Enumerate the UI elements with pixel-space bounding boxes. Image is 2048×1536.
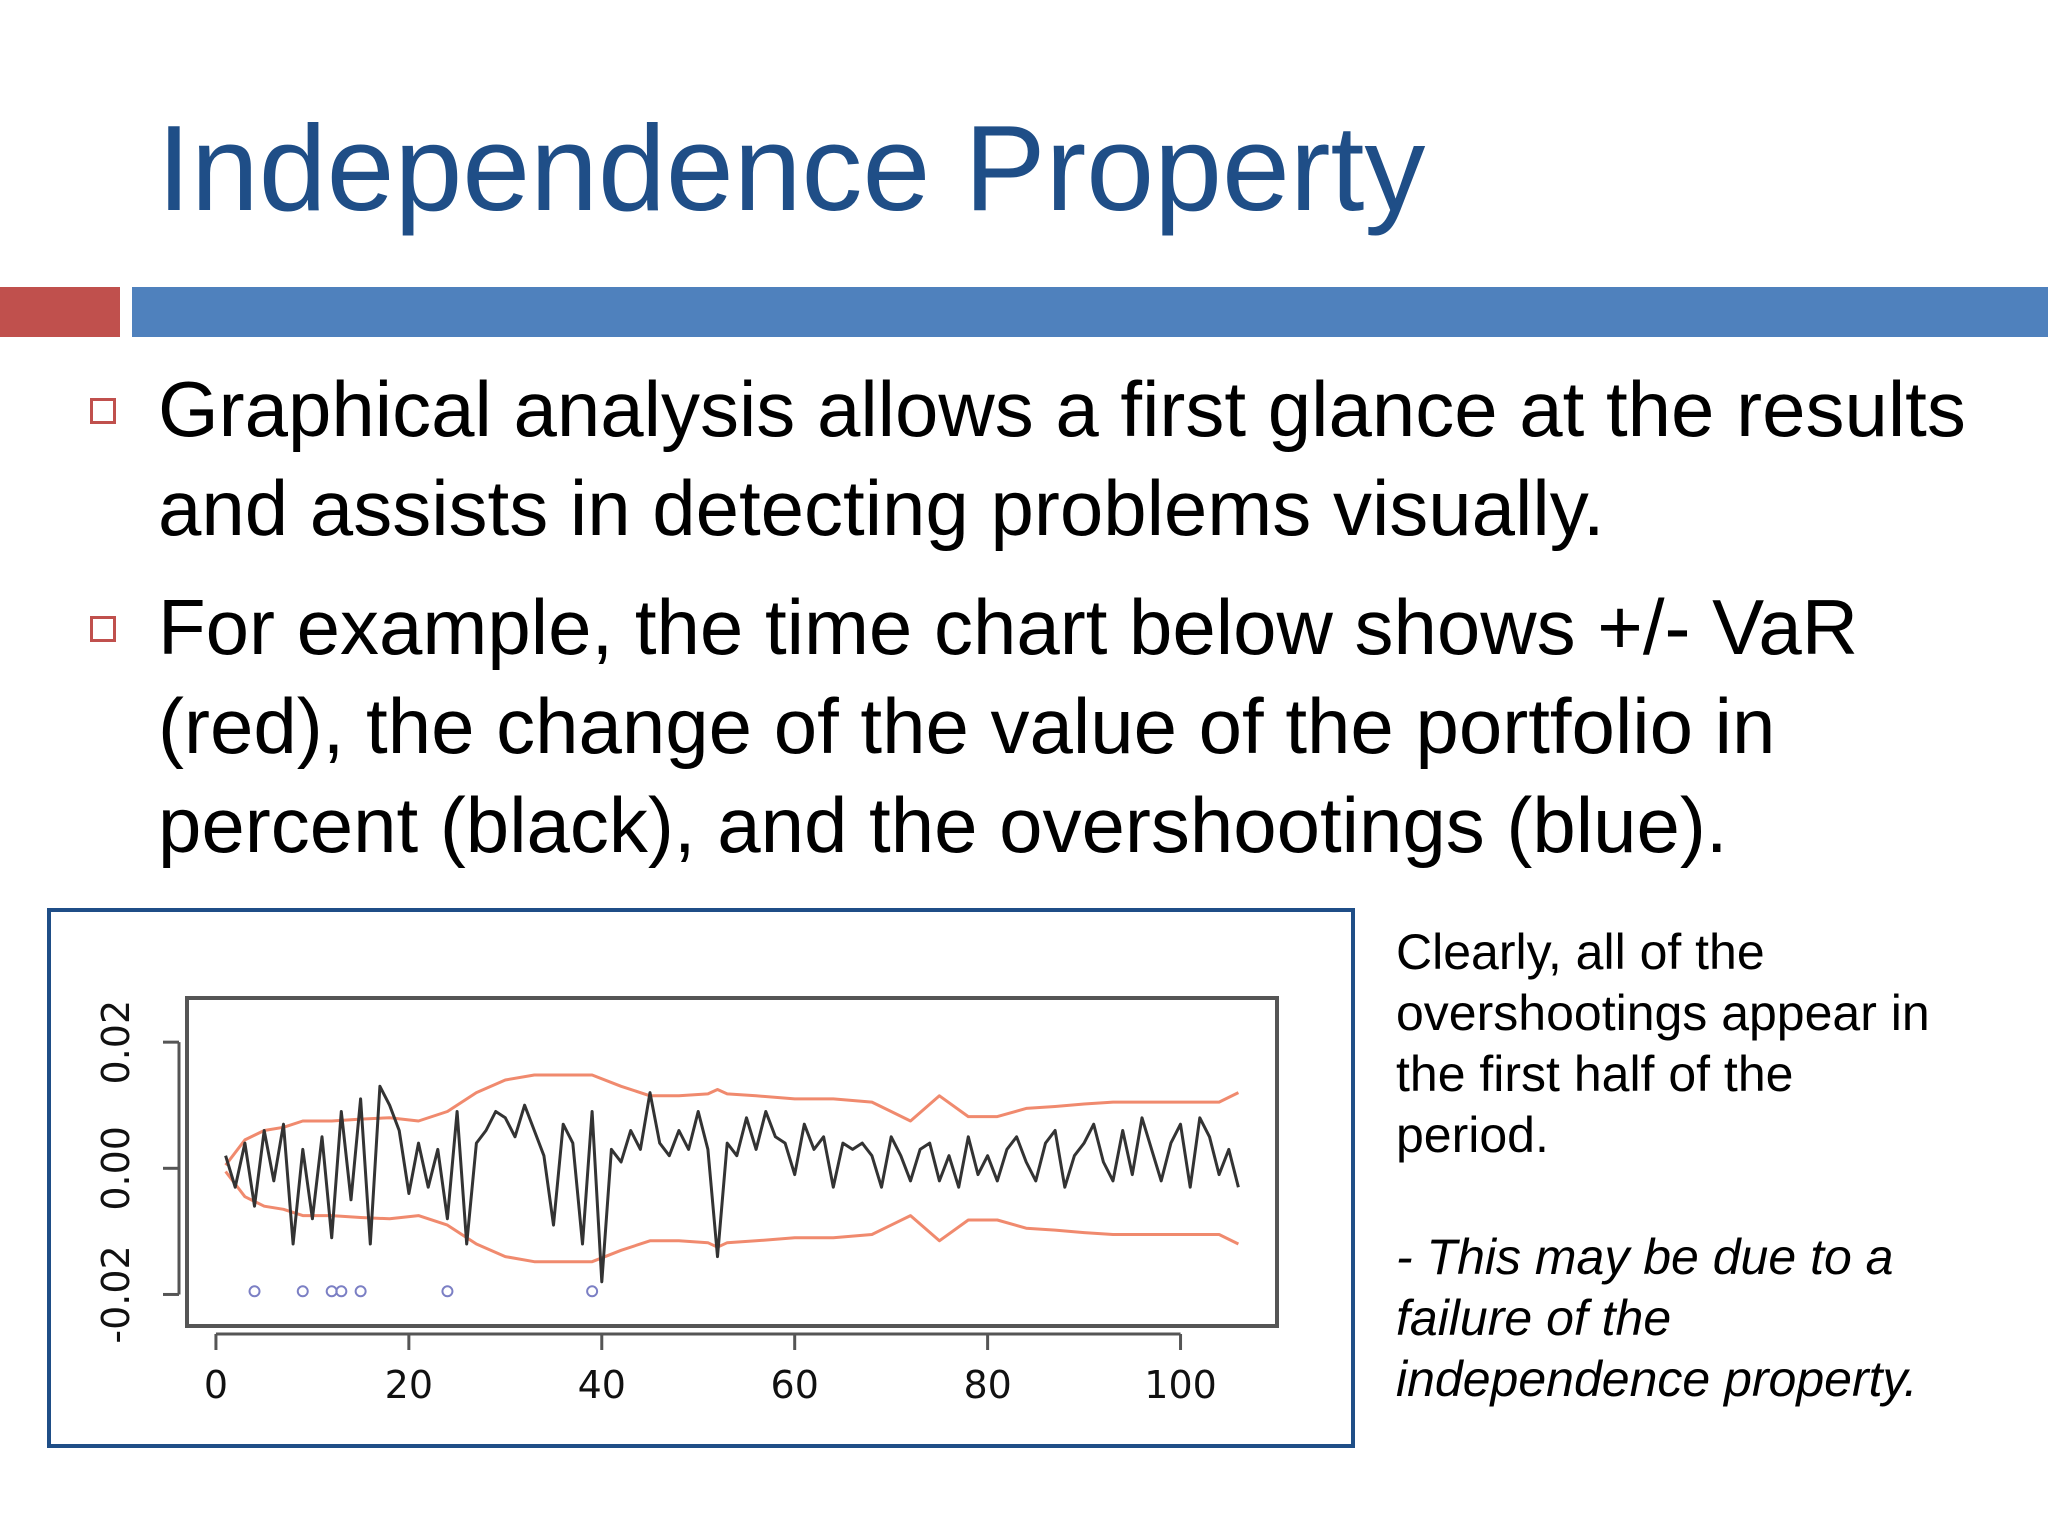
overshooting-point bbox=[335, 1285, 348, 1298]
overshooting-point bbox=[248, 1285, 261, 1298]
x-tick-label: 80 bbox=[963, 1363, 1011, 1407]
overshooting-point bbox=[354, 1285, 367, 1298]
x-tick-label: 40 bbox=[578, 1363, 626, 1407]
var-backtest-chart: 0 20 40 60 80 100 -0.02 0.00 0.02 bbox=[94, 996, 1279, 1407]
side-note-italic: - This may be due to a failure of the in… bbox=[1396, 1229, 1918, 1407]
y-tick-label: -0.02 bbox=[94, 1245, 138, 1343]
title-accent-blue-bar bbox=[132, 287, 2048, 337]
y-tick-label: 0.02 bbox=[94, 1000, 138, 1085]
plot-area-box bbox=[185, 996, 1279, 1328]
y-tick-label: 0.00 bbox=[94, 1126, 138, 1211]
x-tick-label: 20 bbox=[385, 1363, 433, 1407]
var-lower-line bbox=[224, 1170, 1240, 1264]
bullet-text: For example, the time chart below shows … bbox=[158, 583, 1859, 869]
page-title: Independence Property bbox=[157, 100, 1426, 236]
x-tick-label: 100 bbox=[1144, 1363, 1217, 1407]
x-tick-label: 0 bbox=[204, 1363, 228, 1407]
var-upper-line bbox=[224, 1073, 1240, 1167]
bullet-item: Graphical analysis allows a first glance… bbox=[80, 360, 2010, 558]
chart-frame: 0 20 40 60 80 100 -0.02 0.00 0.02 bbox=[47, 908, 1355, 1448]
bullet-item: For example, the time chart below shows … bbox=[80, 578, 2010, 875]
side-note: Clearly, all of the overshootings appear… bbox=[1396, 922, 2036, 1410]
overshooting-point bbox=[296, 1285, 309, 1298]
x-tick-label: 60 bbox=[771, 1363, 819, 1407]
overshooting-point bbox=[586, 1285, 599, 1298]
overshooting-point bbox=[441, 1285, 454, 1298]
overshooting-point bbox=[325, 1285, 338, 1298]
title-accent-red-bar bbox=[0, 287, 120, 337]
bullet-list: Graphical analysis allows a first glance… bbox=[80, 360, 2010, 895]
square-bullet-icon bbox=[90, 616, 116, 642]
portfolio-change-line bbox=[224, 1084, 1240, 1284]
bullet-text: Graphical analysis allows a first glance… bbox=[158, 365, 1966, 552]
side-note-paragraph: Clearly, all of the overshootings appear… bbox=[1396, 924, 1930, 1163]
square-bullet-icon bbox=[90, 398, 116, 424]
